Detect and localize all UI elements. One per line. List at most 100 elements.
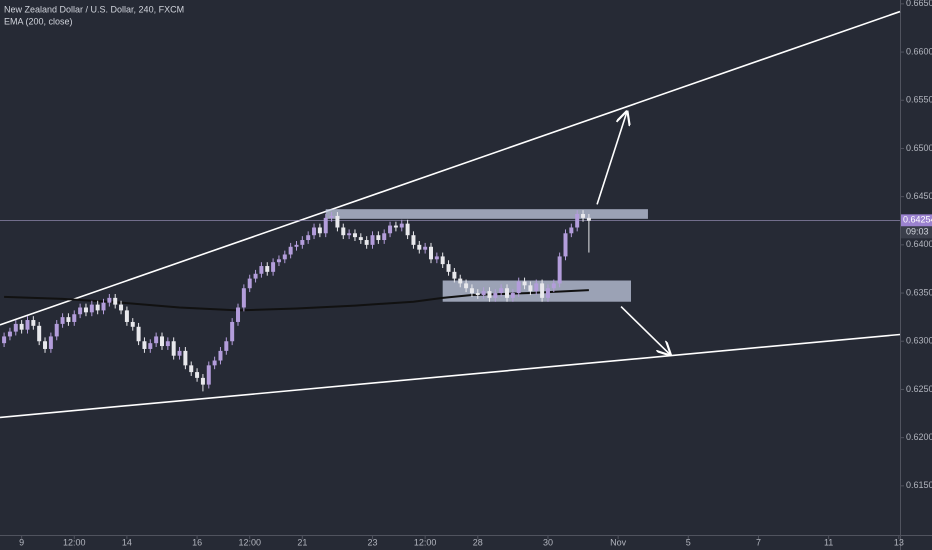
candle-body — [312, 227, 317, 236]
candle-body — [177, 350, 182, 356]
last-price-label: 0.64254 — [903, 215, 932, 225]
candle-body — [171, 341, 176, 356]
x-tick-label: 21 — [297, 537, 307, 547]
candle-body — [534, 283, 539, 292]
candle-body — [206, 365, 211, 385]
countdown-tag — [901, 226, 932, 239]
candle-body — [13, 323, 18, 332]
zone — [325, 209, 648, 219]
trend-line — [0, 333, 901, 419]
candle-body — [276, 259, 281, 263]
candle-body — [446, 264, 451, 272]
candle-body — [241, 288, 246, 308]
candle-body — [300, 240, 305, 245]
candle-body — [130, 321, 135, 327]
candle-body — [148, 343, 153, 349]
candle-body — [247, 278, 252, 289]
x-tick-label: 7 — [756, 537, 761, 547]
candle-body — [25, 320, 30, 330]
last-price-tag — [901, 214, 932, 227]
candle-body — [487, 291, 492, 298]
candle-body — [411, 235, 416, 245]
candle-body — [516, 281, 521, 294]
candle-body — [586, 217, 591, 221]
candle-body — [124, 310, 129, 322]
candle-body — [66, 317, 71, 322]
x-tick-label: 11 — [824, 537, 833, 547]
candle-body — [581, 214, 586, 218]
candle-body — [405, 223, 410, 236]
candle-body — [78, 307, 83, 315]
chart-title: New Zealand Dollar / U.S. Dollar, 240, F… — [4, 4, 184, 14]
candle-body — [540, 283, 545, 298]
candle-body — [458, 278, 463, 284]
candle-body — [101, 302, 106, 311]
x-tick-label: 30 — [543, 537, 553, 547]
candle-body — [510, 293, 515, 298]
candle-body — [288, 246, 293, 255]
candle-body — [294, 244, 299, 247]
candle-body — [165, 341, 170, 347]
x-tick-label: Nov — [610, 537, 627, 547]
x-tick-label: 14 — [122, 537, 132, 547]
candle-body — [575, 214, 580, 228]
candle-body — [481, 291, 486, 295]
candle-body — [452, 271, 457, 279]
candle-body — [37, 325, 42, 342]
candle-body — [464, 283, 469, 289]
candle-body — [265, 266, 270, 272]
candle-body — [31, 320, 36, 326]
candle-body — [522, 281, 527, 286]
candle-body — [423, 246, 428, 250]
candle-body — [499, 288, 504, 294]
candle-body — [317, 227, 322, 234]
candle-body — [358, 237, 363, 241]
x-tick-label: 12:00 — [63, 537, 86, 547]
candle-body — [569, 227, 574, 234]
candle-body — [218, 350, 223, 361]
candle-body — [271, 262, 276, 272]
candle-body — [189, 365, 194, 373]
candle-body — [557, 256, 562, 284]
candle-body — [72, 314, 77, 322]
x-tick-label: 28 — [473, 537, 483, 547]
candle-body — [195, 372, 200, 378]
candle-body — [2, 336, 7, 344]
candle-body — [563, 233, 568, 257]
candle-body — [259, 266, 264, 274]
x-tick-label: 16 — [192, 537, 202, 547]
indicator-legend: EMA (200, close) — [4, 16, 73, 26]
candle-body — [382, 233, 387, 241]
candle-body — [83, 307, 88, 313]
candle-body — [19, 323, 24, 330]
candle-body — [7, 331, 12, 337]
arrow — [620, 305, 670, 355]
candle-body — [136, 326, 141, 342]
candle-body — [329, 215, 334, 218]
candle-body — [159, 336, 164, 347]
candle-body — [253, 273, 258, 279]
x-tick-label: 23 — [368, 537, 378, 547]
candle-body — [352, 233, 357, 238]
candle-body — [282, 254, 287, 260]
candle-body — [417, 244, 422, 250]
candle-body — [43, 341, 48, 349]
candle-body — [475, 293, 480, 295]
candle-body — [428, 246, 433, 260]
x-tick-label: 13 — [894, 537, 904, 547]
candle-body — [183, 350, 188, 366]
candle-body — [54, 323, 59, 337]
candle-body — [107, 297, 112, 303]
candle-body — [119, 304, 124, 311]
candle-body — [224, 341, 229, 351]
